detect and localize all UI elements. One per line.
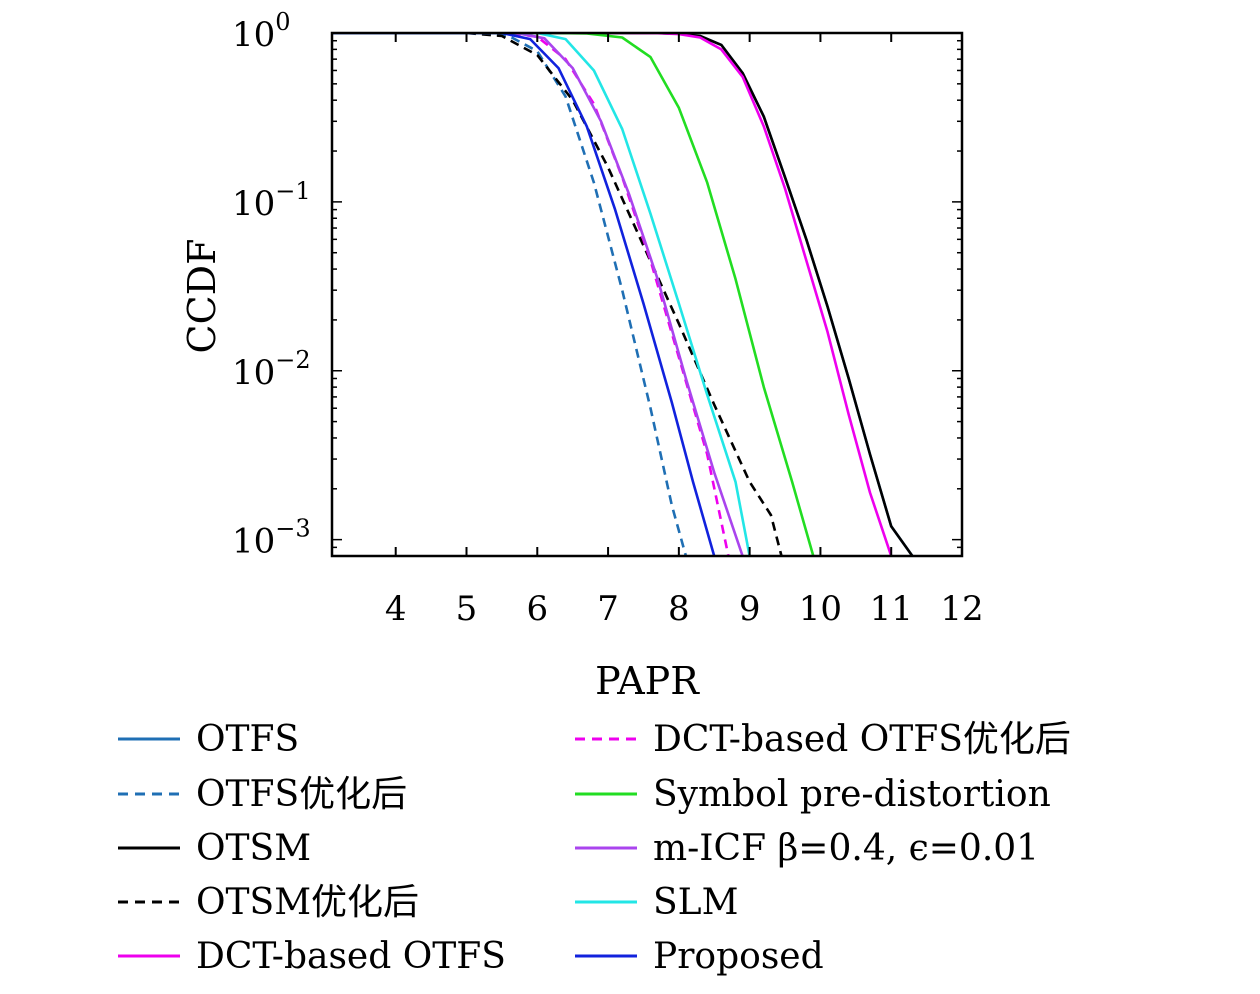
y-tick-label: 100 — [232, 8, 291, 55]
x-tick-label: 12 — [940, 589, 983, 629]
legend-label-5: DCT-based OTFS优化后 — [653, 719, 1071, 760]
legend-label-6: Symbol pre-distortion — [653, 774, 1051, 815]
x-tick-label: 4 — [385, 589, 407, 629]
series-line-6 — [332, 33, 815, 556]
x-tick-label: 5 — [456, 589, 478, 629]
series-line-3 — [332, 33, 783, 556]
series-line-8 — [332, 33, 751, 556]
series-line-5 — [332, 33, 730, 556]
legend-label-3: OTSM优化后 — [196, 882, 419, 923]
y-tick-label: 10−2 — [232, 346, 311, 393]
x-tick-label: 11 — [870, 589, 913, 629]
series-line-1 — [332, 33, 688, 556]
series-line-4 — [332, 33, 893, 556]
y-tick-label: 10−3 — [232, 515, 311, 562]
legend-label-7: m-ICF β=0.4, ϵ=0.01 — [653, 828, 1039, 869]
x-axis-label: PAPR — [595, 659, 700, 703]
x-axis: 4 5 6 7 8 9 10 11 12 — [385, 33, 984, 629]
legend-label-0: OTFS — [196, 719, 299, 760]
legend-label-4: DCT-based OTFS — [196, 936, 506, 977]
legend-label-9: Proposed — [653, 936, 824, 977]
series-layer — [332, 33, 914, 556]
x-tick-label: 8 — [668, 589, 690, 629]
y-axis: 100 10−1 10−2 10−3 — [232, 8, 962, 562]
legend-label-1: OTFS优化后 — [196, 774, 407, 815]
series-line-9 — [332, 33, 716, 556]
x-tick-label: 9 — [739, 589, 761, 629]
y-axis-label: CCDF — [180, 239, 224, 354]
legend-label-8: SLM — [653, 882, 738, 923]
x-tick-label: 10 — [799, 589, 842, 629]
series-line-7 — [332, 33, 744, 556]
y-tick-label: 10−1 — [232, 177, 311, 224]
legend-label-2: OTSM — [196, 828, 311, 869]
x-tick-label: 7 — [597, 589, 619, 629]
legend: OTFS OTFS优化后 OTSM OTSM优化后 DCT-based OTFS DCT-… — [118, 719, 1071, 977]
x-tick-label: 6 — [526, 589, 548, 629]
plot-frame — [330, 31, 964, 558]
